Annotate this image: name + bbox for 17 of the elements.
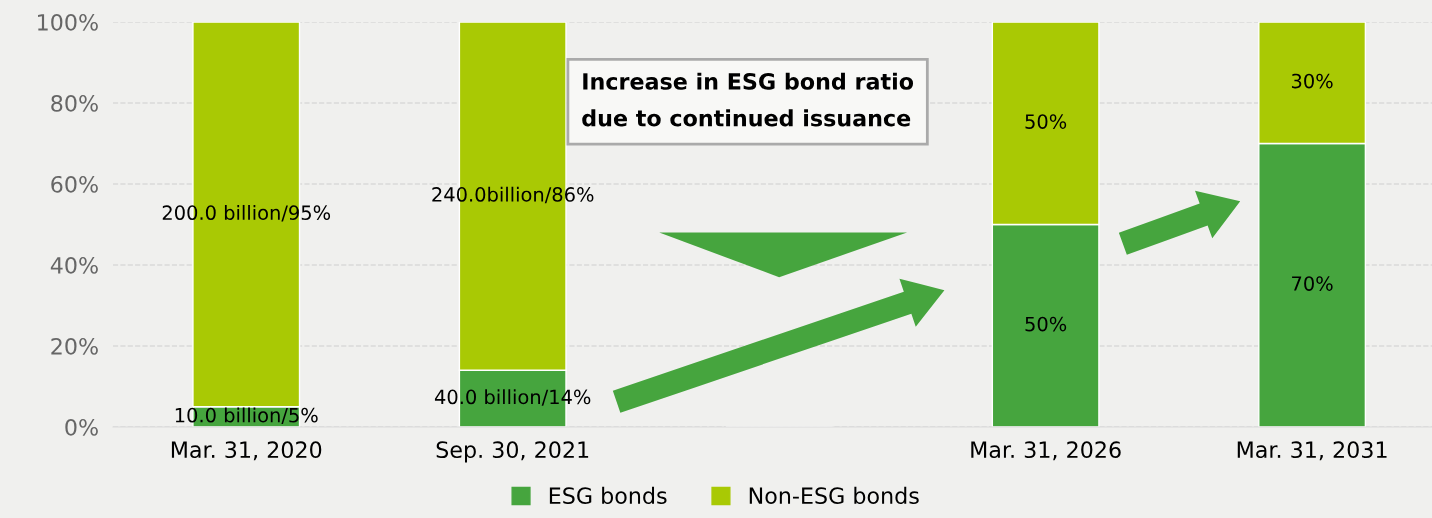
data-label: 50% [1025,316,1067,332]
legend-label: Non-ESG bonds [749,486,919,505]
data-label: 30% [1291,73,1333,89]
y-tick-label: 40% [50,256,98,274]
y-tick-label: 60% [51,175,98,193]
data-label: 50% [1025,114,1067,129]
annotation: Increase in ESG bond ratio due to continued issuance [582,72,914,127]
data-label: 70% [1292,276,1333,291]
y-tick-label: 80% [51,94,98,112]
x-tick-label: Mar. 31, 2031 [1237,441,1387,461]
x-tick-label: Mar. 31, 2020 [171,441,322,461]
x-tick-label: Mar. 31, 2026 [971,441,1121,461]
y-tick-label: 20% [51,337,98,355]
legend-label: ESG bonds [549,486,667,505]
y-tick-label: 100% [38,13,98,31]
x-tick-label: Sep. 30, 2021 [436,441,589,463]
y-tick-label: 0% [65,418,98,436]
